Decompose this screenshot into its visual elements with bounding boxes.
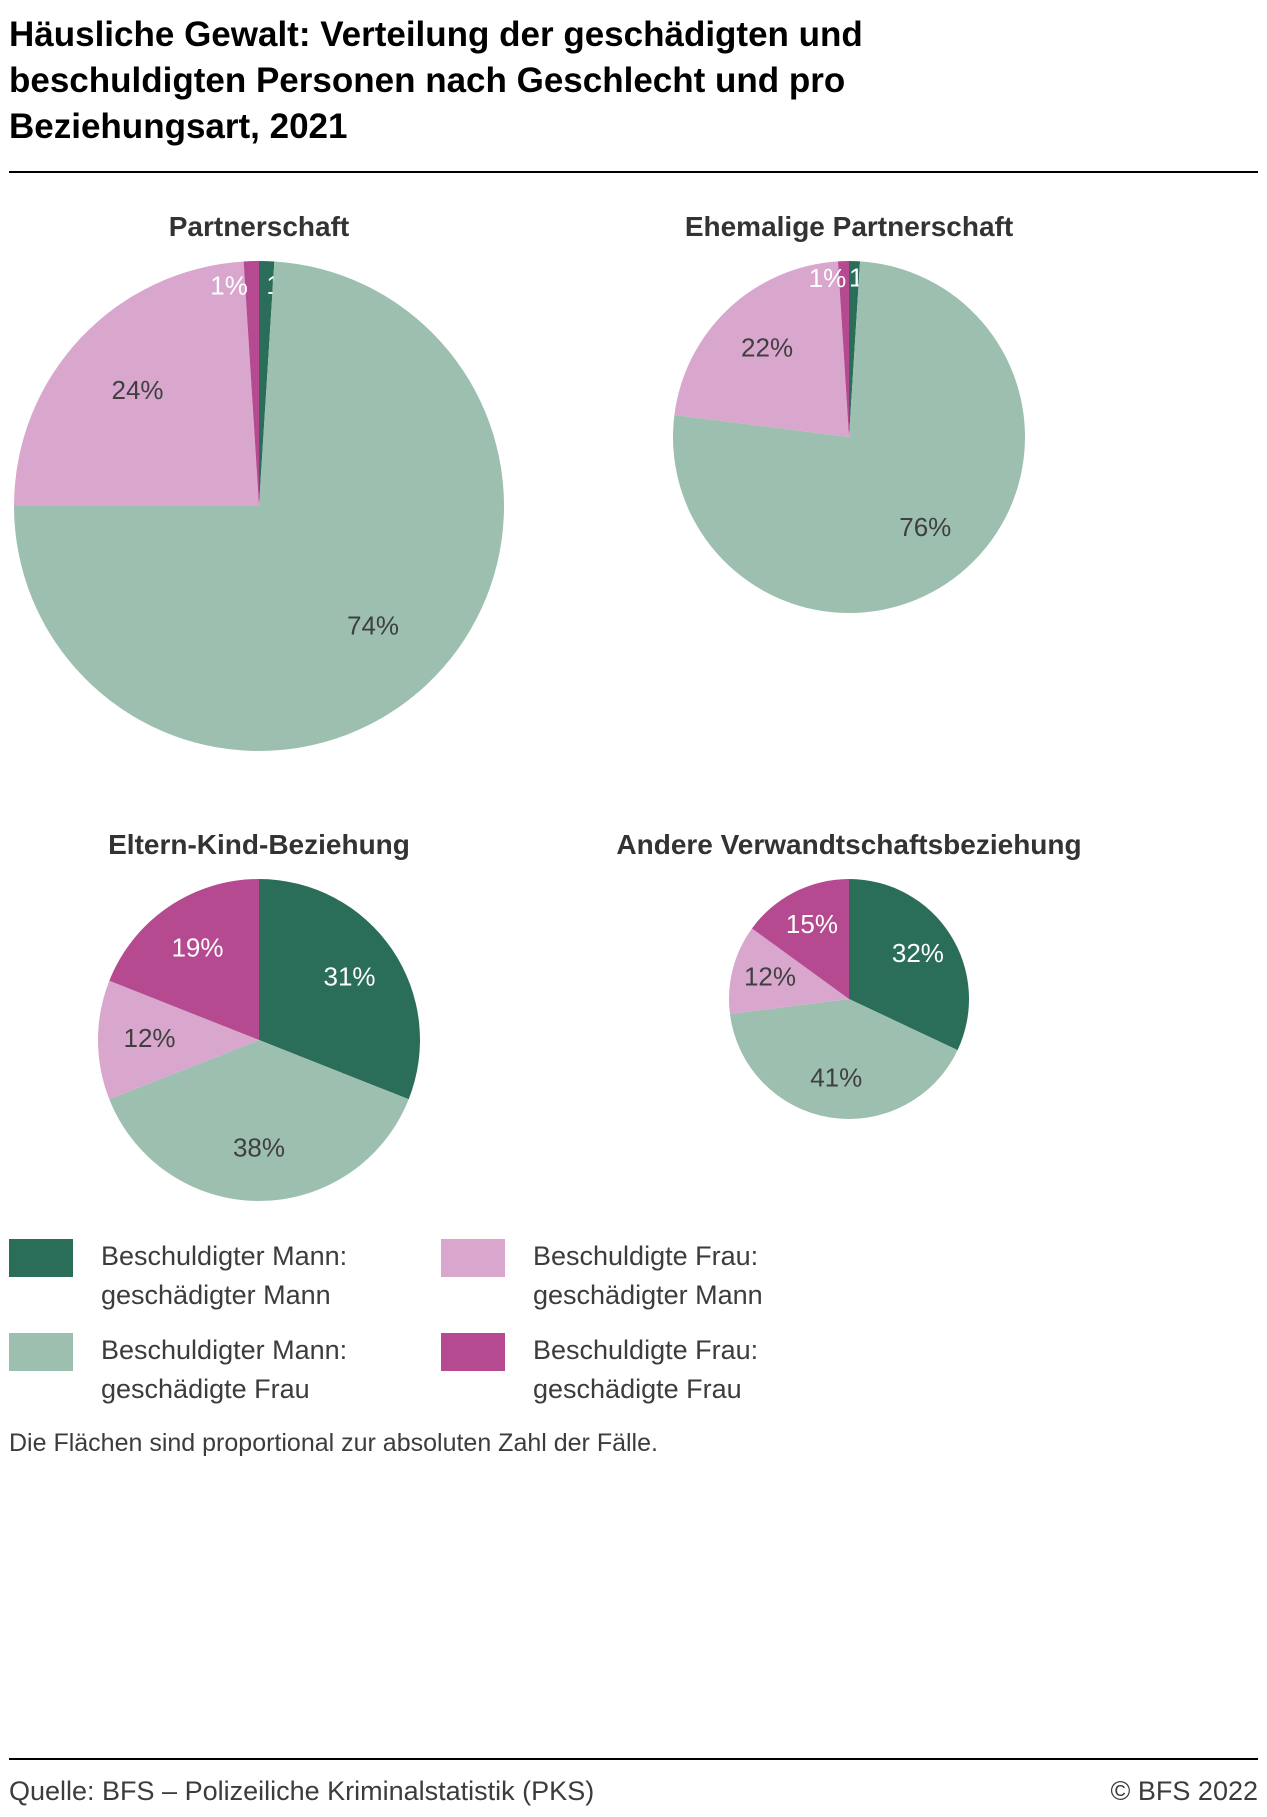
chart-title-ehemalige-partnerschaft: Ehemalige Partnerschaft [684,210,1014,242]
charts-grid: Partnerschaft 1% 74% 24% 1% Ehemalige Partn… [9,211,1258,1201]
legend-column-1: Beschuldigter Mann: geschädigter Mann Be… [9,1237,441,1409]
pie-slice-fm [729,928,849,1014]
legend-swatch-light-green [9,1332,73,1371]
source-text: Quelle: BFS – Polizeiliche Kriminalstati… [9,1776,595,1806]
pie-slice-label: 24% [112,374,164,404]
chart-cell-andere-verwandtschaftsbeziehung: Andere Verwandtschaftsbeziehung 32% 41% 12… [509,829,1189,1201]
pie-slice-fm [14,261,259,506]
pie-slice-label: 31% [324,961,376,991]
legend-item-beschuldigter-mann-geschaedigte-frau: Beschuldigter Mann: geschädigte Frau [9,1331,441,1409]
pie-slice-label: 1% [809,263,847,293]
legend-swatch-dark-green [9,1238,73,1277]
pie-slice-label: 76% [899,512,951,542]
pie-slice-fm [98,980,259,1099]
legend-label: Beschuldigte Frau: geschädigte Frau [533,1334,759,1404]
legend-item-beschuldigte-frau-geschaedigter-mann: Beschuldigte Frau: geschädigter Mann [441,1237,763,1315]
pie-slice-fm [674,260,849,437]
legend-label: Beschuldigter Mann: geschädigte Frau [101,1334,348,1404]
header: Häusliche Gewalt: Verteilung der geschäd… [9,12,1258,173]
pie-slice-label: 12% [744,961,796,991]
pie-chart-partnerschaft: 1%74%24%1% [14,260,504,751]
chart-title-partnerschaft: Partnerschaft [168,210,350,242]
pie-slice-label: 22% [741,332,793,362]
pie-slice-mm [849,260,861,437]
pie-slice-mm [849,878,969,1050]
pie-slice-label: 32% [892,938,944,968]
legend-swatch-light-pink [441,1238,505,1277]
legend-column-2: Beschuldigte Frau: geschädigter Mann Bes… [441,1237,763,1409]
pie-slice-mf [673,260,1025,613]
pie-slice-ff [243,260,259,506]
pie-slice-label: 74% [347,610,399,640]
footer: Quelle: BFS – Polizeiliche Kriminalstati… [9,1758,1258,1807]
legend: Beschuldigter Mann: geschädigter Mann Be… [9,1237,1258,1409]
legend-item-beschuldigte-frau-geschaedigte-frau: Beschuldigte Frau: geschädigte Frau [441,1331,763,1409]
legend-swatch-magenta [441,1332,505,1371]
pie-slice-label: 1% [210,270,248,300]
copyright-text: © BFS 2022 [1110,1776,1258,1806]
pie-slice-ff [109,878,259,1040]
footer-row: Quelle: BFS – Polizeiliche Kriminalstati… [9,1760,1258,1807]
pie-slice-label: 19% [171,932,223,962]
legend-label: Beschuldigter Mann: geschädigter Mann [101,1240,348,1310]
pie-slice-mm [259,260,275,506]
pie-slice-ff [837,260,849,437]
pie-slice-mf [14,261,504,751]
pie-slice-mf [729,998,958,1119]
header-divider [9,170,1258,173]
chart-cell-ehemalige-partnerschaft: Ehemalige Partnerschaft 1%76%22%1% [509,211,1189,751]
footer-divider [9,1758,1258,1760]
pie-slice-mm [259,878,420,1099]
pie-slice-label: 41% [810,1062,862,1092]
proportionality-note: Die Flächen sind proportional zur absolu… [9,1428,658,1457]
legend-label: Beschuldigte Frau: geschädigter Mann [533,1240,763,1310]
legend-item-beschuldigter-mann-geschaedigter-mann: Beschuldigter Mann: geschädigter Mann [9,1237,441,1315]
chart-title-andere-verwandtschaftsbeziehung: Andere Verwandtschaftsbeziehung [616,828,1082,860]
chart-title-eltern-kind-beziehung: Eltern-Kind-Beziehung [108,828,410,860]
pie-slice-ff [751,878,849,999]
pie-chart-andere-verwandtschaftsbeziehung: 32% 41% 12% 15% [729,878,969,1119]
pie-chart-ehemalige-partnerschaft: 1%76%22%1% [673,260,1025,613]
page-title: Häusliche Gewalt: Verteilung der geschäd… [9,15,863,147]
chart-cell-partnerschaft: Partnerschaft 1%74%24%1% [9,211,509,751]
pie-chart-eltern-kind-beziehung: 31% 38% 12% 19% [98,878,420,1201]
chart-cell-eltern-kind-beziehung: Eltern-Kind-Beziehung 31% 38% 12% 19% [9,829,509,1201]
pie-slice-label: 12% [123,1022,175,1052]
pie-slice-label: 38% [233,1132,285,1162]
pie-slice-mf [109,1039,409,1201]
pie-slice-label: 15% [786,909,838,939]
